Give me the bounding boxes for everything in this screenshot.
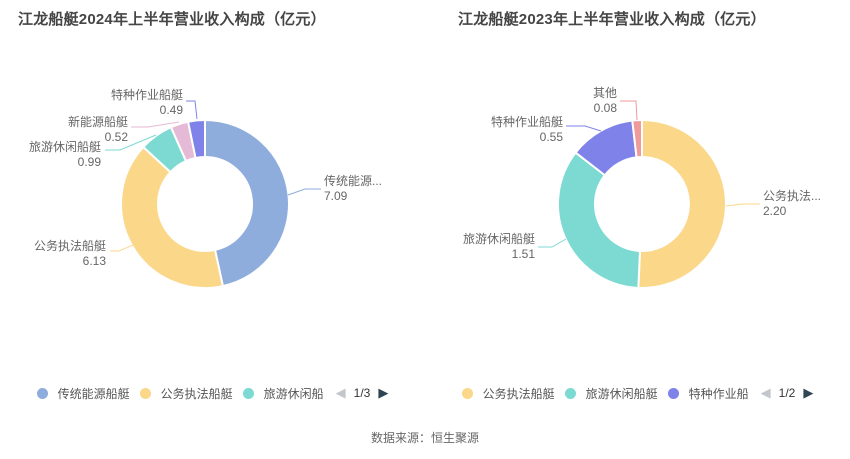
legend-item-label: 公务执法船艇 [482, 386, 555, 401]
data-source: 数据来源：恒生聚源 [370, 431, 479, 445]
legend-2024: 传统能源船艇 公务执法船艇 旅游休闲船 ◀ 1/3 ▶ [0, 385, 425, 401]
legend-pager-2023: ◀ 1/2 ▶ [761, 385, 814, 401]
label-leader-line [110, 244, 134, 252]
donut-slice[interactable] [187, 118, 206, 159]
legend-item-special-ops[interactable]: 特种作业船 [667, 385, 749, 402]
legend-dot [36, 387, 48, 399]
legend-dot [139, 387, 151, 399]
donut-chart-2023[interactable] [425, 0, 850, 380]
legend-dot [564, 387, 576, 399]
label-leader-line [566, 125, 602, 132]
chart-title-2023: 江龙船艇2023年上半年营业收入构成（亿元） [458, 11, 766, 28]
donut-slice[interactable] [120, 146, 224, 289]
legend-item-leisure[interactable]: 旅游休闲船艇 [564, 385, 658, 402]
donut-slice[interactable] [637, 119, 727, 289]
legend-item-label: 公务执法船艇 [160, 386, 233, 401]
slice-label-leisure: 旅游休闲船艇 1.51 [462, 232, 535, 261]
label-leader-line [287, 188, 321, 196]
slice-label-traditional-energy: 传统能源... 7.09 [324, 174, 383, 203]
chart-2023: 江龙船艇2023年上半年营业收入构成（亿元） 其他 0.08 特种作业船艇 0.… [425, 0, 850, 459]
slice-label-special-ops: 特种作业船艇 0.55 [490, 115, 563, 144]
legend-dot [242, 387, 254, 399]
donut-chart-2024[interactable] [0, 0, 425, 380]
slice-label-new-energy: 新能源船艇 0.52 [67, 115, 128, 144]
slice-label-leisure: 旅游休闲船艇 0.99 [28, 140, 101, 169]
legend-item-label: 旅游休闲船艇 [585, 386, 658, 401]
legend-item-law-enforcement[interactable]: 公务执法船艇 [139, 385, 233, 402]
label-leader-line [131, 121, 180, 128]
donut-slice[interactable] [557, 151, 641, 289]
legend-dot [667, 387, 679, 399]
label-leader-line [725, 203, 760, 207]
legend-dot [461, 387, 473, 399]
label-leader-line [620, 100, 638, 121]
legend-page-indicator: 1/3 [353, 386, 371, 400]
legend-item-label: 传统能源船艇 [57, 386, 130, 401]
legend-pager-2024: ◀ 1/3 ▶ [336, 385, 389, 401]
legend-item-traditional-energy[interactable]: 传统能源船艇 [36, 385, 130, 402]
chart-2024: 江龙船艇2024年上半年营业收入构成（亿元） 特种作业船艇 0.49 新能源船艇… [0, 0, 425, 401]
legend-next-icon[interactable]: ▶ [803, 385, 814, 400]
slice-label-law-enforcement: 公务执法... 2.20 [763, 189, 822, 218]
legend-item-label: 特种作业船 [688, 386, 749, 401]
donut-slice[interactable] [631, 118, 643, 159]
donut-slice[interactable] [204, 119, 290, 288]
slice-label-law-enforcement: 公务执法船艇 6.13 [33, 239, 106, 268]
chart-title-2024: 江龙船艇2024年上半年营业收入构成（亿元） [18, 11, 326, 28]
legend-prev-icon[interactable]: ◀ [760, 385, 771, 400]
slice-label-other: 其他 0.08 [592, 86, 617, 115]
slice-label-special-ops: 特种作业船艇 0.49 [110, 88, 183, 117]
legend-next-icon[interactable]: ▶ [378, 385, 389, 400]
label-leader-line [105, 134, 157, 151]
legend-item-law-enforcement[interactable]: 公务执法船艇 [461, 385, 555, 402]
label-leader-line [186, 100, 198, 120]
label-leader-line [538, 238, 567, 248]
legend-2023: 公务执法船艇 旅游休闲船艇 特种作业船 ◀ 1/2 ▶ [425, 385, 850, 401]
legend-item-leisure[interactable]: 旅游休闲船 [242, 385, 324, 402]
legend-prev-icon[interactable]: ◀ [335, 385, 346, 400]
legend-page-indicator: 1/2 [778, 386, 796, 400]
legend-item-label: 旅游休闲船 [263, 386, 324, 401]
